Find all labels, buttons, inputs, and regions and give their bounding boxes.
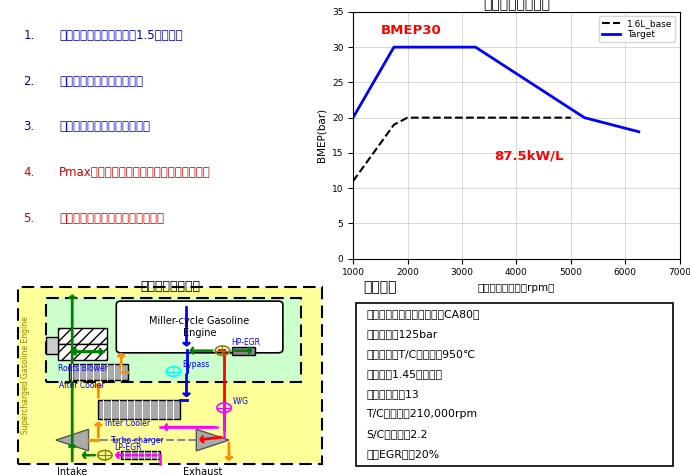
Text: 出力はベースと同等にする: 出力はベースと同等にする: [59, 75, 143, 88]
Text: Supercharged Gasoline Engine: Supercharged Gasoline Engine: [21, 316, 30, 434]
Target: [404, 44, 412, 50]
Text: 排気温度（T/C）入口＜950℃: 排気温度（T/C）入口＜950℃: [366, 349, 475, 359]
Text: HP-EGR: HP-EGR: [232, 338, 261, 347]
FancyBboxPatch shape: [46, 298, 301, 382]
Text: 総合EGR率＜20%: 総合EGR率＜20%: [366, 449, 440, 459]
Text: 筒内圧力＜125bar: 筒内圧力＜125bar: [366, 329, 437, 339]
FancyBboxPatch shape: [19, 287, 322, 464]
Text: 筒内空燃比＞13: 筒内空燃比＞13: [366, 389, 419, 399]
Text: BMEP30: BMEP30: [380, 24, 441, 37]
Bar: [233, 347, 255, 355]
Text: 低中速トルクをベースの1.5倍にする: 低中速トルクをベースの1.5倍にする: [59, 29, 183, 42]
Bar: [57, 328, 106, 344]
Bar: [99, 400, 180, 418]
Target: [390, 44, 398, 50]
Text: 過給システム構成: 過給システム構成: [140, 280, 200, 293]
Line: Target: Target: [353, 47, 639, 132]
Text: After Cooler: After Cooler: [59, 381, 105, 390]
Text: 1.: 1.: [23, 29, 34, 42]
1.6L_base: [349, 178, 357, 184]
Text: ノック限界（自着火時期＞CA80）: ノック限界（自着火時期＞CA80）: [366, 309, 480, 319]
1.6L_base: [566, 115, 575, 121]
Text: S/C圧力比＜2.2: S/C圧力比＜2.2: [366, 429, 428, 439]
FancyBboxPatch shape: [356, 304, 673, 466]
Bar: [46, 337, 57, 354]
Text: 4.: 4.: [23, 166, 34, 179]
Polygon shape: [197, 429, 229, 451]
Bar: [57, 344, 106, 361]
Text: 5.: 5.: [23, 212, 34, 225]
Text: Turbo-charger: Turbo-charger: [111, 437, 165, 446]
1.6L_base: [404, 115, 412, 121]
Text: 2.: 2.: [23, 75, 34, 88]
Text: 3.: 3.: [23, 121, 34, 133]
Text: 高負荷の燃料冷却を廃止する: 高負荷の燃料冷却を廃止する: [59, 121, 150, 133]
Target: [580, 115, 589, 121]
Text: Pmaxを除いて従来の信頼性基準は変えない: Pmaxを除いて従来の信頼性基準は変えない: [59, 166, 211, 179]
Text: Roots Blower: Roots Blower: [57, 363, 108, 372]
Text: Intake: Intake: [57, 467, 88, 475]
Target: [471, 44, 480, 50]
Bar: [121, 451, 160, 459]
Text: T/C回転数＜210,000rpm: T/C回転数＜210,000rpm: [366, 409, 477, 419]
X-axis label: エンジン回転数（rpm）: エンジン回転数（rpm）: [477, 283, 555, 293]
Text: Exhaust: Exhaust: [183, 467, 223, 475]
Text: W/G: W/G: [233, 397, 249, 406]
Title: トルク・出力目標: トルク・出力目標: [483, 0, 550, 11]
FancyBboxPatch shape: [117, 301, 283, 353]
Text: Bypass: Bypass: [183, 360, 210, 369]
Text: 87.5kW/L: 87.5kW/L: [495, 149, 564, 162]
Target: [349, 115, 357, 121]
Line: 1.6L_base: 1.6L_base: [353, 118, 571, 181]
Target: [635, 129, 643, 134]
Bar: [69, 363, 128, 380]
Text: 制約条件: 制約条件: [363, 280, 396, 294]
Text: プレイグニッションは評価しない: プレイグニッションは評価しない: [59, 212, 164, 225]
Text: Inter Cooler: Inter Cooler: [105, 419, 150, 428]
Legend: 1.6L_base, Target: 1.6L_base, Target: [599, 17, 675, 42]
Text: LP-EGR: LP-EGR: [115, 444, 142, 452]
Polygon shape: [56, 429, 88, 451]
1.6L_base: [390, 122, 398, 128]
Text: Miller-cycle Gasoline
Engine: Miller-cycle Gasoline Engine: [150, 316, 250, 338]
Text: 空燃比＝1.45（全域）: 空燃比＝1.45（全域）: [366, 369, 442, 379]
Y-axis label: BMEP(bar): BMEP(bar): [316, 108, 326, 162]
